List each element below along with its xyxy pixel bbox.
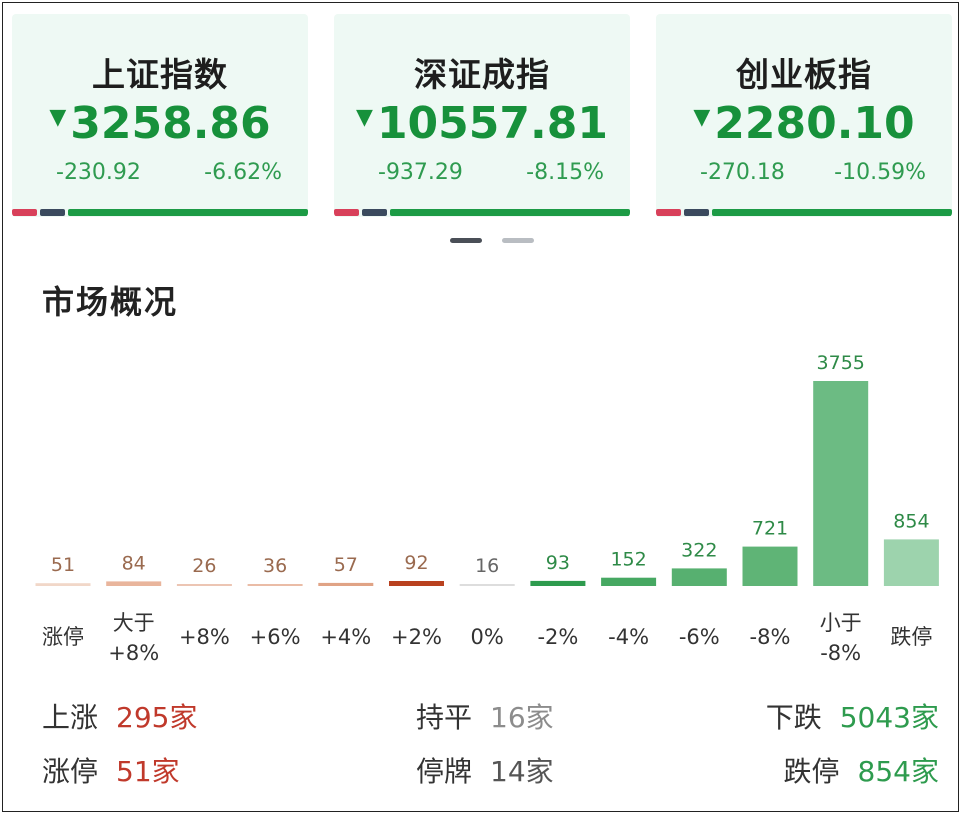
index-price-value: 2280.10	[714, 98, 915, 149]
category-label: 跌停	[890, 625, 932, 649]
summary-up: 上涨 295家	[42, 696, 197, 736]
bar-value-label: 3755	[817, 352, 865, 374]
down-ratio-bar	[68, 209, 308, 216]
index-name: 上证指数	[92, 55, 228, 94]
flat-ratio-bar	[684, 209, 709, 216]
chart-bar	[106, 581, 162, 586]
summary-label: 停牌	[416, 755, 473, 788]
down-arrow-icon: ▼	[356, 105, 373, 130]
chart-bar	[459, 584, 515, 586]
summary-value: 16家	[490, 701, 554, 734]
summary-flat: 持平 16家	[416, 696, 554, 736]
chart-bar	[671, 568, 727, 586]
carousel-pager	[0, 238, 963, 244]
bar-value-label: 152	[610, 549, 646, 571]
chart-bar	[530, 580, 586, 586]
down-ratio-bar	[390, 209, 630, 216]
index-card-shenzhen[interactable]: 深证成指 ▼10557.81 -937.29 -8.15%	[334, 14, 630, 217]
flat-ratio-bar	[40, 209, 65, 216]
category-label: -4%	[608, 625, 649, 649]
chart-bar	[883, 539, 939, 586]
summary-value: 854家	[857, 755, 939, 788]
pager-dot[interactable]	[502, 238, 534, 243]
bar-value-label: 721	[752, 518, 788, 540]
summary-value: 295家	[116, 701, 198, 734]
chart-bar	[318, 582, 374, 586]
summary-down: 下跌 5043家	[766, 696, 939, 736]
category-label: +8%	[108, 641, 159, 665]
index-change-pct: -10.59%	[834, 160, 926, 185]
chart-bar	[176, 584, 232, 586]
index-card-chinext[interactable]: 创业板指 ▼2280.10 -270.18 -10.59%	[656, 14, 952, 217]
chart-bar	[601, 577, 657, 586]
bar-value-label: 51	[51, 554, 75, 576]
index-price: ▼2280.10	[656, 98, 952, 149]
summary-value: 5043家	[839, 701, 939, 734]
category-label: -8%	[820, 641, 861, 665]
down-arrow-icon: ▼	[49, 105, 67, 130]
down-ratio-bar	[712, 209, 952, 216]
section-title: 市场概况	[42, 283, 179, 321]
category-label: +8%	[179, 625, 230, 649]
chart-bar	[247, 584, 303, 586]
pager-dot-active[interactable]	[450, 238, 482, 243]
summary-label: 涨停	[42, 755, 99, 788]
chart-bar	[35, 583, 91, 586]
summary-label: 跌停	[783, 755, 840, 788]
index-change: -230.92	[56, 160, 141, 185]
bar-value-label: 57	[334, 554, 358, 576]
category-label: +2%	[391, 625, 442, 649]
summary-label: 持平	[416, 701, 473, 734]
summary-suspended: 停牌 14家	[416, 750, 554, 790]
bar-value-label: 84	[122, 552, 146, 574]
category-label: 大于	[113, 611, 155, 635]
category-label: +4%	[320, 625, 371, 649]
index-change-pct: -6.62%	[204, 160, 282, 185]
up-ratio-bar	[12, 209, 37, 216]
summary-value: 14家	[490, 755, 554, 788]
category-label: +6%	[250, 625, 301, 649]
up-ratio-bar	[334, 209, 359, 216]
bar-value-label: 36	[263, 555, 287, 577]
bar-value-label: 16	[475, 555, 499, 577]
category-label: 0%	[471, 625, 504, 649]
index-price: ▼10557.81	[334, 98, 630, 149]
summary-limit-down: 跌停 854家	[784, 750, 939, 790]
bar-value-label: 93	[546, 552, 570, 574]
summary-label: 上涨	[42, 701, 99, 734]
bar-value-label: 322	[681, 539, 717, 561]
chart-bar	[389, 581, 444, 586]
index-price-value: 3258.86	[70, 98, 271, 149]
index-change-pct: -8.15%	[526, 160, 604, 185]
rise-fall-distribution-chart: 51 涨停 84 大于 +8% 26 +8% 36 +6% 57 +4% 92 +2% 16 0% 93 -2%…	[35, 352, 939, 665]
chart-bar	[742, 546, 798, 586]
category-label: -6%	[679, 625, 720, 649]
bar-value-label: 92	[404, 552, 428, 574]
chart-bar	[813, 381, 869, 586]
flat-ratio-bar	[362, 209, 387, 216]
index-cards: 上证指数 ▼3258.86 -230.92 -6.62% 深证成指 ▼10557…	[12, 14, 952, 220]
market-summary: 上涨 295家 涨停 51家 持平 16家 停牌 14家 下跌 5043家 跌停 854家	[0, 686, 963, 796]
category-label: 涨停	[42, 625, 84, 649]
category-label: 小于	[820, 611, 862, 635]
bar-value-label: 854	[893, 510, 929, 532]
down-arrow-icon: ▼	[693, 105, 711, 130]
index-change: -937.29	[378, 160, 463, 185]
index-price: ▼3258.86	[12, 98, 308, 149]
summary-limit-up: 涨停 51家	[42, 750, 180, 790]
index-change: -270.18	[700, 160, 785, 185]
category-label: -2%	[537, 625, 578, 649]
summary-label: 下跌	[765, 701, 822, 734]
index-name: 深证成指	[414, 55, 550, 94]
bar-value-label: 26	[192, 555, 216, 577]
index-name: 创业板指	[736, 55, 872, 94]
index-card-shanghai[interactable]: 上证指数 ▼3258.86 -230.92 -6.62%	[12, 14, 308, 217]
category-label: -8%	[750, 625, 791, 649]
up-ratio-bar	[656, 209, 681, 216]
summary-value: 51家	[116, 755, 180, 788]
index-price-value: 10557.81	[376, 98, 608, 149]
